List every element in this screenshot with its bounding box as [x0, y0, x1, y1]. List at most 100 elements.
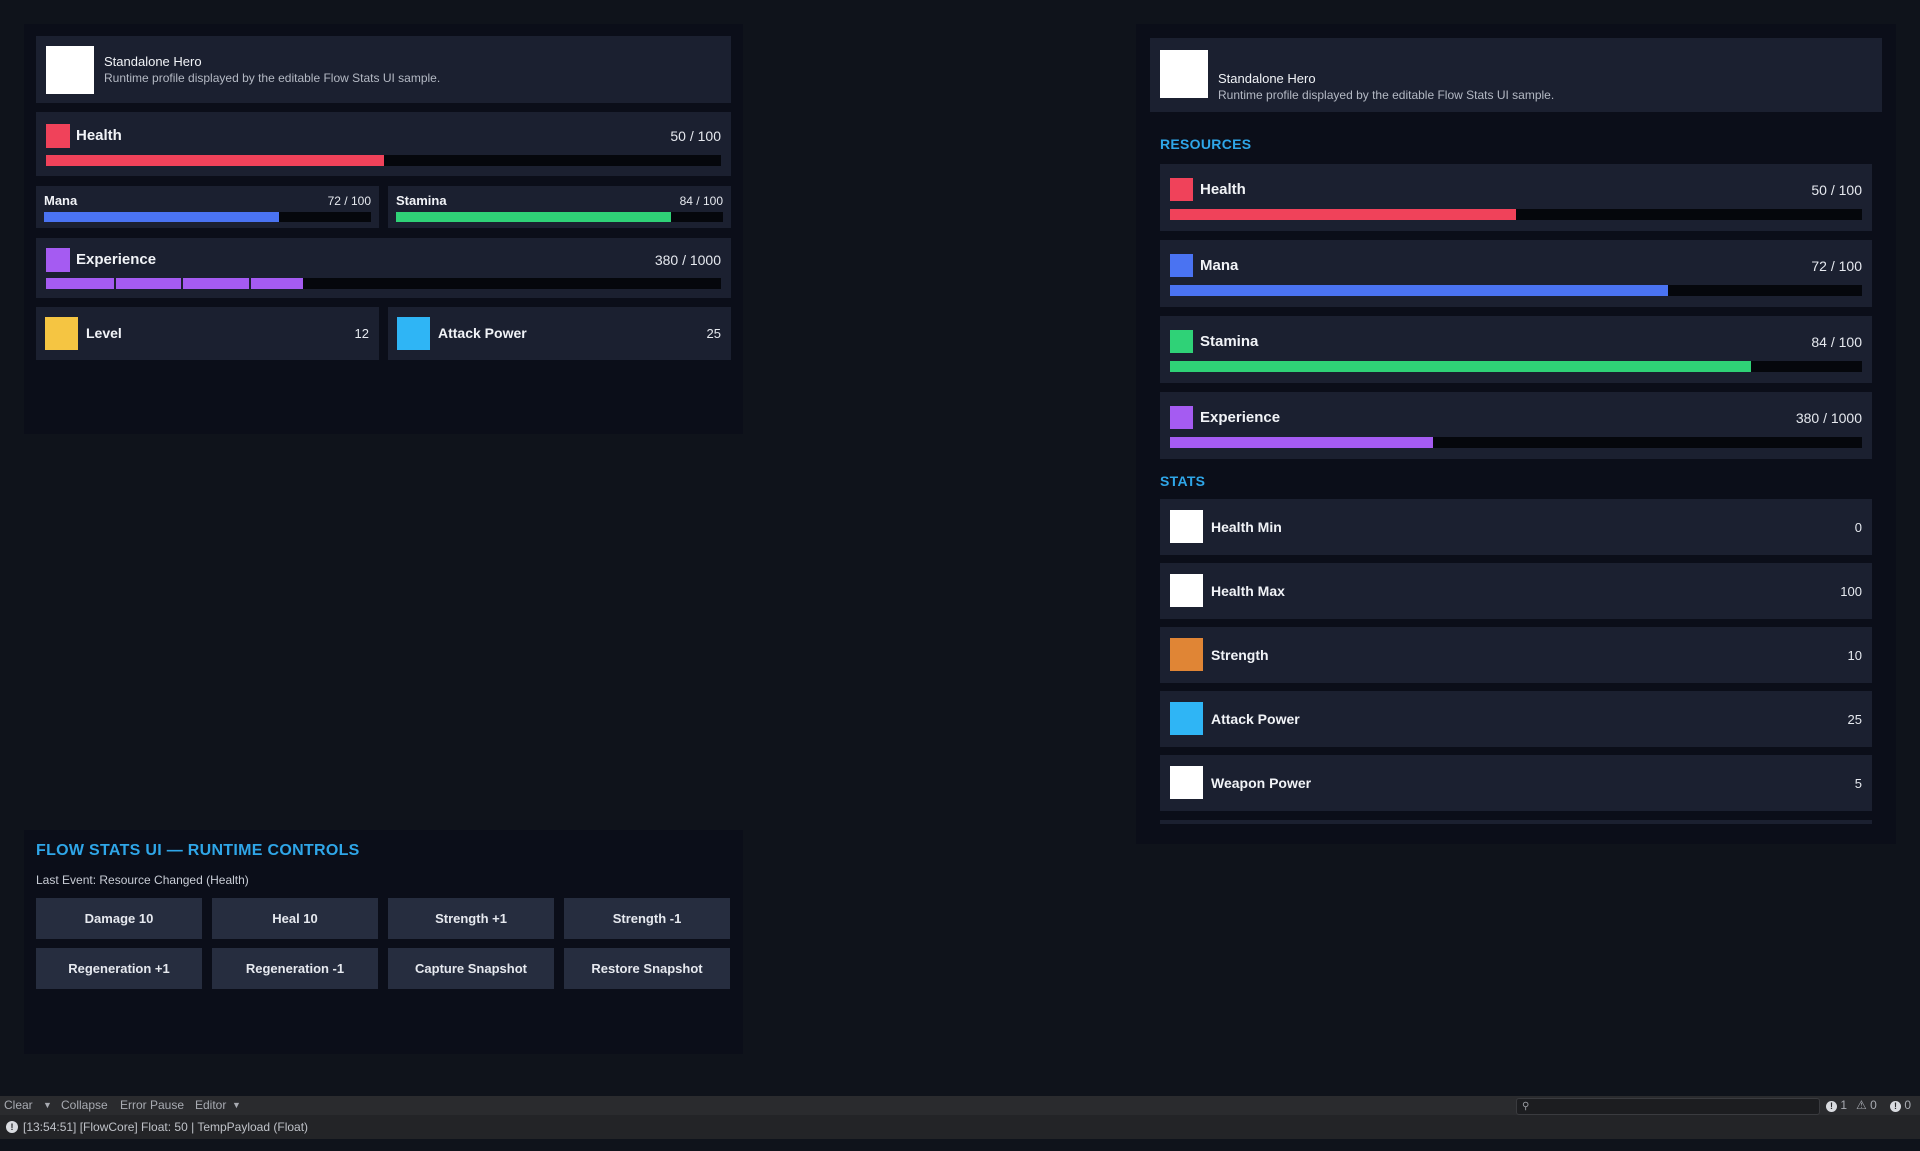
resource-card-stamina: Stamina 84 / 100: [1160, 316, 1872, 383]
stat-label: Health Min: [1211, 519, 1282, 535]
experience-card: Experience 380 / 1000: [36, 238, 731, 298]
health-icon: [46, 124, 70, 148]
resource-bar-fill: [1170, 437, 1433, 448]
profile-subtitle: Runtime profile displayed by the editabl…: [1218, 88, 1555, 102]
experience-segment-divider: [181, 278, 183, 289]
regenerationminus-1-button[interactable]: Regeneration -1: [212, 948, 378, 989]
collapse-button[interactable]: Collapse: [61, 1098, 108, 1112]
resource-label: Health: [1200, 181, 1246, 198]
mana-card: Mana 72 / 100: [36, 186, 379, 228]
resource-icon: [1170, 178, 1193, 201]
mana-bar-fill: [44, 212, 280, 222]
experience-icon: [46, 248, 70, 272]
warning-icon: ⚠: [1856, 1098, 1867, 1112]
experience-segment-divider: [248, 278, 251, 289]
scroll-edge: [1160, 820, 1872, 824]
stat-value: 0: [1854, 520, 1862, 535]
damage-10-button[interactable]: Damage 10: [36, 898, 202, 939]
info-icon: !: [1826, 1101, 1837, 1112]
right-stats-panel: Standalone Hero Runtime profile displaye…: [1136, 24, 1896, 844]
stat-row-health-max: Health Max 100: [1160, 563, 1872, 619]
left-stats-panel: Standalone Hero Runtime profile displaye…: [24, 24, 743, 434]
error-pause-button[interactable]: Error Pause: [120, 1098, 185, 1112]
resource-bar-fill: [1170, 285, 1669, 296]
error-count-toggle[interactable]: ! 0: [1890, 1096, 1911, 1115]
resource-card-mana: Mana 72 / 100: [1160, 240, 1872, 307]
mana-bar: [44, 212, 371, 222]
resource-value: 84 / 100: [1811, 334, 1862, 350]
resource-value: 50 / 100: [1811, 182, 1862, 198]
info-count-toggle[interactable]: ! 1: [1826, 1096, 1847, 1115]
stat-label: Health Max: [1211, 583, 1285, 599]
resource-label: Stamina: [1200, 333, 1259, 350]
restore-snapshot-button[interactable]: Restore Snapshot: [564, 948, 730, 989]
stats-title: STATS: [1160, 473, 1206, 489]
editor-dropdown[interactable]: Editor: [195, 1098, 227, 1112]
resource-bar-fill: [1170, 209, 1516, 220]
console-toolbar: Clear ▼ Collapse Error Pause Editor ▼ ⚲ …: [0, 1096, 1920, 1115]
strengthminus-1-button[interactable]: Strength -1: [564, 898, 730, 939]
stat-value: 25: [1847, 712, 1862, 727]
experience-bar-fill: [46, 278, 303, 289]
resource-card-health: Health 50 / 100: [1160, 164, 1872, 231]
regeneration-plus1-button[interactable]: Regeneration +1: [36, 948, 202, 989]
experience-label: Experience: [76, 251, 157, 268]
health-label: Health: [76, 127, 122, 144]
health-bar-fill: [46, 155, 384, 166]
resources-title: RESOURCES: [1160, 136, 1252, 152]
warning-count: 0: [1870, 1098, 1877, 1112]
stat-icon: [1170, 638, 1203, 671]
stamina-card: Stamina 84 / 100: [388, 186, 731, 228]
resource-label: Experience: [1200, 409, 1281, 426]
resource-bar-fill: [1170, 361, 1752, 372]
resource-bar: [1170, 361, 1862, 372]
resource-bar: [1170, 209, 1862, 220]
warning-count-toggle[interactable]: ⚠ 0: [1856, 1096, 1877, 1115]
search-icon: ⚲: [1522, 1101, 1530, 1112]
clear-options-chevron-down-icon[interactable]: ▼: [43, 1100, 52, 1110]
resource-value: 380 / 1000: [1795, 410, 1862, 426]
profile-card: Standalone Hero Runtime profile displaye…: [1150, 38, 1882, 112]
experience-segment-divider: [113, 278, 116, 289]
console-log-entry[interactable]: ! [13:54:51] [FlowCore] Float: 50 | Temp…: [0, 1115, 1920, 1139]
clear-button[interactable]: Clear: [4, 1098, 33, 1112]
stat-row-attack-power: Attack Power 25: [1160, 691, 1872, 747]
resource-value: 72 / 100: [1811, 258, 1862, 274]
runtime-controls-panel: FLOW STATS UI — RUNTIME CONTROLS Last Ev…: [24, 830, 743, 1054]
attack-power-icon: [397, 317, 430, 350]
profile-subtitle: Runtime profile displayed by the editabl…: [104, 71, 441, 85]
mana-value: 72 / 100: [327, 194, 371, 208]
error-count: 0: [1904, 1098, 1912, 1112]
stamina-value: 84 / 100: [679, 194, 723, 208]
level-icon: [45, 317, 78, 350]
info-count: 1: [1840, 1098, 1848, 1112]
health-bar: [46, 155, 721, 166]
stat-icon: [1170, 702, 1203, 735]
health-value: 50 / 100: [670, 128, 721, 144]
stat-value: 10: [1847, 648, 1862, 663]
stat-label: Attack Power: [1211, 711, 1300, 727]
strength-plus1-button[interactable]: Strength +1: [388, 898, 554, 939]
controls-title: FLOW STATS UI — RUNTIME CONTROLS: [36, 842, 360, 859]
avatar: [46, 46, 94, 94]
profile-card: Standalone Hero Runtime profile displaye…: [36, 36, 731, 103]
editor-chevron-down-icon[interactable]: ▼: [232, 1100, 241, 1110]
attack-power-value: 25: [706, 326, 721, 341]
resource-icon: [1170, 330, 1193, 353]
resource-icon: [1170, 254, 1193, 277]
capture-snapshot-button[interactable]: Capture Snapshot: [388, 948, 554, 989]
heal-10-button[interactable]: Heal 10: [212, 898, 378, 939]
stat-icon: [1170, 766, 1203, 799]
stat-row-strength: Strength 10: [1160, 627, 1872, 683]
stamina-bar-fill: [396, 212, 671, 222]
stat-row-weapon-power: Weapon Power 5: [1160, 755, 1872, 811]
stamina-label: Stamina: [396, 193, 447, 208]
console-search-input[interactable]: ⚲: [1516, 1098, 1820, 1115]
profile-name: Standalone Hero: [104, 54, 202, 69]
attack-power-card: Attack Power 25: [388, 307, 731, 360]
mana-label: Mana: [44, 193, 78, 208]
stat-row-health-min: Health Min 0: [1160, 499, 1872, 555]
resource-card-experience: Experience 380 / 1000: [1160, 392, 1872, 459]
health-card: Health 50 / 100: [36, 112, 731, 176]
stat-label: Weapon Power: [1211, 775, 1312, 791]
